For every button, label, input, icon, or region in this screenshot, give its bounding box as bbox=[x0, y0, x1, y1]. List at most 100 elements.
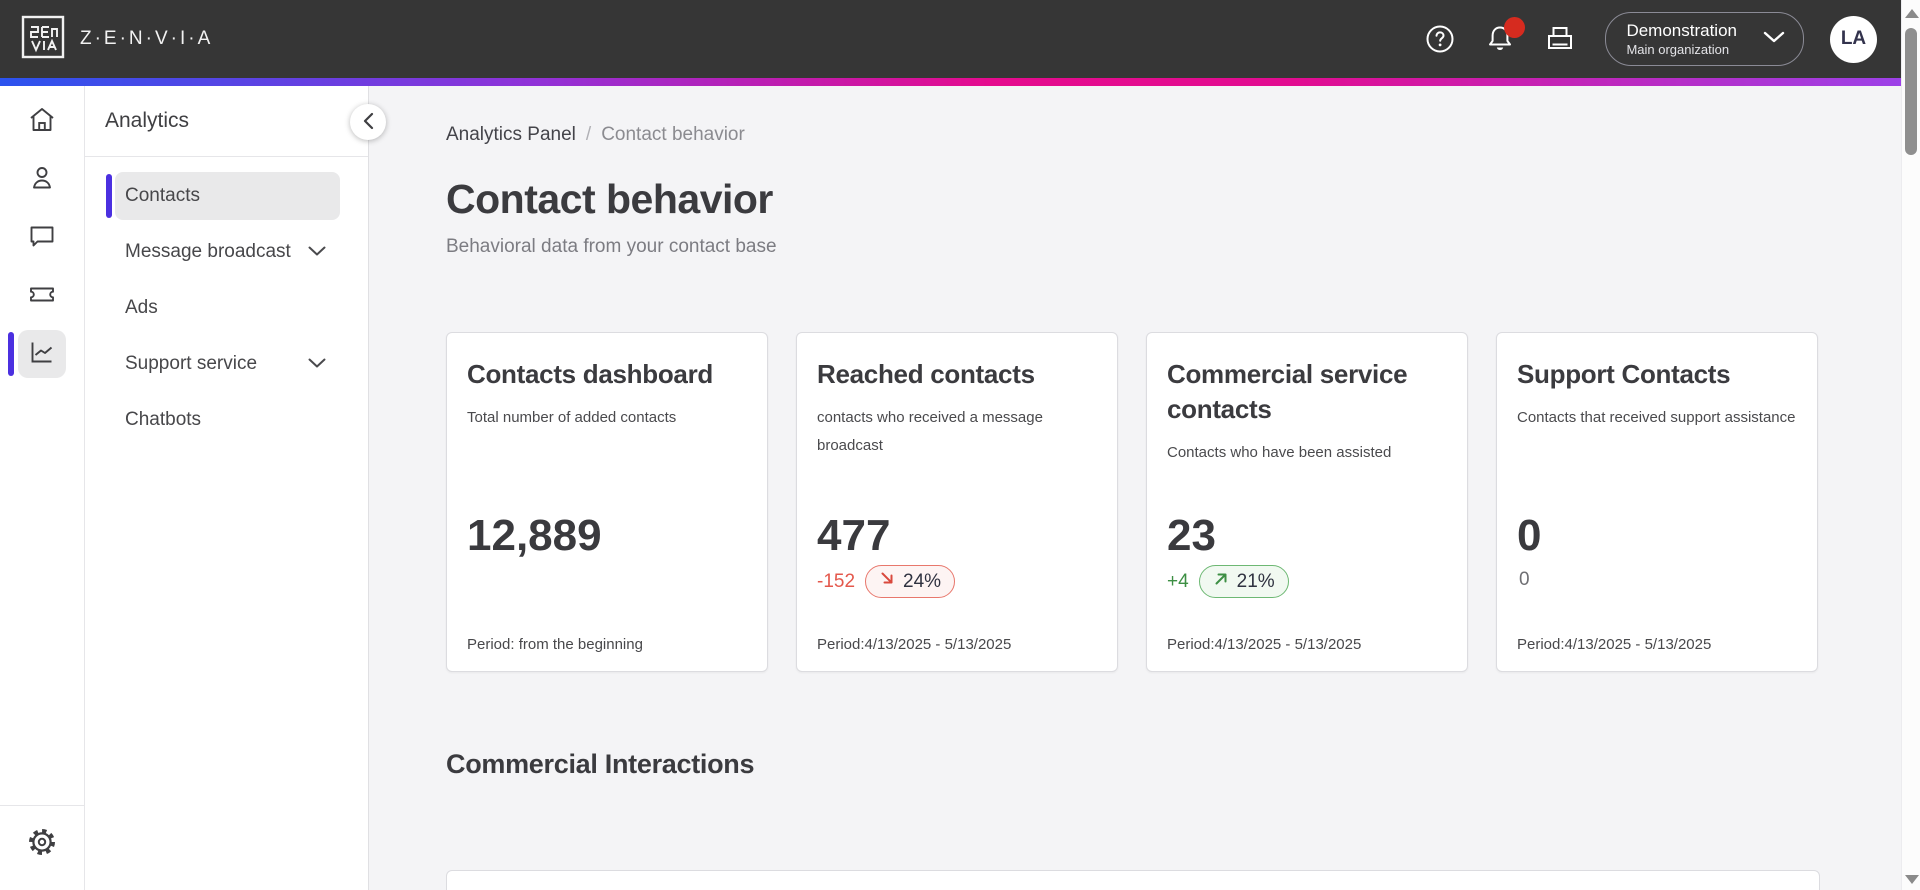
zenvia-maze-icon bbox=[20, 14, 66, 65]
trend-percent: 24% bbox=[903, 570, 942, 592]
trend-badge-down: 24% bbox=[865, 565, 956, 598]
sidebar-title: Analytics bbox=[105, 109, 190, 132]
card-value: 477 bbox=[817, 511, 891, 560]
topbar: Z·E·N·V·I·A bbox=[0, 0, 1901, 78]
card-title: Commercial service contacts bbox=[1167, 359, 1408, 425]
stat-cards-row: Contacts dashboard Total number of added… bbox=[446, 332, 1920, 672]
chat-bubble-icon bbox=[27, 221, 57, 256]
card-value: 12,889 bbox=[467, 511, 602, 560]
gear-icon bbox=[26, 826, 58, 863]
card-title: Contacts dashboard bbox=[467, 359, 713, 389]
chevron-down-icon bbox=[308, 243, 326, 261]
sidebar-collapse-button[interactable] bbox=[350, 104, 386, 140]
vertical-scrollbar[interactable] bbox=[1901, 0, 1920, 890]
rail-item-settings[interactable] bbox=[18, 820, 66, 868]
card-period: Period: from the beginning bbox=[467, 636, 643, 653]
main-content: Analytics Panel / Contact behavior Conta… bbox=[369, 86, 1920, 890]
sidebar-item-support-service[interactable]: Support service bbox=[106, 340, 340, 388]
printer-icon[interactable] bbox=[1543, 22, 1577, 56]
trend-badge-up: 21% bbox=[1198, 565, 1289, 598]
ticket-icon bbox=[27, 279, 57, 314]
active-indicator bbox=[106, 174, 112, 218]
card-delta-row: -152 24% bbox=[817, 565, 956, 598]
trend-up-arrow-icon bbox=[1213, 570, 1230, 593]
brand-gradient-bar bbox=[0, 78, 1901, 86]
help-icon[interactable] bbox=[1423, 22, 1457, 56]
rail-item-home[interactable] bbox=[18, 98, 66, 146]
organization-selector[interactable]: Demonstration Main organization bbox=[1605, 12, 1804, 66]
line-chart-icon bbox=[27, 337, 57, 372]
scroll-down-arrow[interactable] bbox=[1905, 875, 1919, 884]
sidebar-item-message-broadcast[interactable]: Message broadcast bbox=[106, 228, 340, 276]
icon-rail bbox=[0, 86, 85, 890]
card-delta-row: +4 21% bbox=[1167, 565, 1289, 598]
stat-card-support-contacts: Support Contacts Contacts that received … bbox=[1496, 332, 1818, 672]
avatar-initials: LA bbox=[1840, 28, 1867, 49]
chevron-left-icon bbox=[362, 112, 374, 133]
card-period: Period:4/13/2025 - 5/13/2025 bbox=[1167, 636, 1362, 653]
zenvia-logo: Z·E·N·V·I·A bbox=[20, 14, 213, 65]
scrollbar-thumb[interactable] bbox=[1905, 28, 1917, 155]
chevron-down-icon bbox=[308, 355, 326, 373]
page-subtitle: Behavioral data from your contact base bbox=[446, 236, 777, 257]
sidebar-item-label: Chatbots bbox=[125, 409, 202, 430]
notification-badge bbox=[1504, 17, 1526, 38]
sidebar-item-label: Message broadcast bbox=[125, 241, 291, 262]
breadcrumb-separator: / bbox=[585, 124, 592, 145]
stat-card-commercial-service-contacts: Commercial service contacts Contacts who… bbox=[1146, 332, 1468, 672]
sidebar-item-label: Support service bbox=[125, 353, 258, 374]
indicator-placeholder bbox=[106, 286, 112, 330]
card-period: Period:4/13/2025 - 5/13/2025 bbox=[817, 636, 1012, 653]
card-description: contacts who received a message broadcas… bbox=[817, 409, 1043, 454]
breadcrumb-analytics-panel[interactable]: Analytics Panel bbox=[446, 124, 576, 145]
card-period: Period:4/13/2025 - 5/13/2025 bbox=[1517, 636, 1712, 653]
card-value: 23 bbox=[1167, 511, 1216, 560]
page-title: Contact behavior bbox=[446, 176, 773, 222]
sidebar-item-label: Ads bbox=[125, 297, 158, 318]
chevron-down-icon bbox=[1763, 30, 1785, 48]
indicator-placeholder bbox=[106, 398, 112, 442]
section-title-commercial-interactions: Commercial Interactions bbox=[446, 749, 755, 779]
rail-item-conversations[interactable] bbox=[18, 214, 66, 262]
breadcrumb: Analytics Panel / Contact behavior bbox=[446, 124, 1920, 146]
organization-name: Demonstration bbox=[1626, 21, 1737, 41]
rail-item-analytics[interactable] bbox=[8, 330, 66, 378]
indicator-placeholder bbox=[106, 230, 112, 274]
commercial-interactions-card bbox=[446, 870, 1820, 890]
sidebar-menu: Contacts Message broadcast bbox=[85, 157, 368, 444]
breadcrumb-current: Contact behavior bbox=[601, 124, 745, 145]
sidebar-item-contacts[interactable]: Contacts bbox=[106, 172, 340, 220]
sidebar-item-ads[interactable]: Ads bbox=[106, 284, 340, 332]
brand-wordmark: Z·E·N·V·I·A bbox=[80, 28, 214, 49]
scroll-up-arrow[interactable] bbox=[1905, 9, 1919, 18]
app-body: Analytics Contacts bbox=[0, 86, 1920, 890]
notifications-icon[interactable] bbox=[1483, 17, 1526, 56]
card-description: Total number of added contacts bbox=[467, 409, 677, 427]
card-title: Support Contacts bbox=[1517, 359, 1731, 389]
delta-value: +4 bbox=[1167, 570, 1189, 592]
trend-percent: 21% bbox=[1236, 570, 1275, 592]
home-icon bbox=[27, 105, 57, 140]
delta-value: -152 bbox=[817, 570, 856, 592]
rail-item-tickets[interactable] bbox=[18, 272, 66, 320]
rail-item-contacts[interactable] bbox=[18, 156, 66, 204]
analytics-sidebar: Analytics Contacts bbox=[85, 86, 386, 890]
card-secondary-value: 0 bbox=[1519, 569, 1530, 590]
card-title: Reached contacts bbox=[817, 359, 1035, 389]
sidebar-item-chatbots[interactable]: Chatbots bbox=[106, 396, 340, 444]
organization-texts: Demonstration Main organization bbox=[1626, 20, 1737, 58]
active-indicator bbox=[8, 332, 14, 376]
sidebar-item-label: Contacts bbox=[125, 185, 200, 206]
indicator-placeholder bbox=[106, 342, 112, 386]
card-description: Contacts that received support assistanc… bbox=[1517, 409, 1796, 427]
avatar[interactable]: LA bbox=[1830, 15, 1877, 63]
trend-down-arrow-icon bbox=[879, 570, 896, 593]
organization-subtitle: Main organization bbox=[1626, 41, 1730, 57]
card-description: Contacts who have been assisted bbox=[1167, 444, 1392, 462]
topbar-actions: Demonstration Main organization LA bbox=[1397, 12, 1877, 66]
rail-bottom-section bbox=[0, 805, 84, 890]
stat-card-reached-contacts: Reached contacts contacts who received a… bbox=[796, 332, 1118, 672]
stat-card-contacts-dashboard: Contacts dashboard Total number of added… bbox=[446, 332, 768, 672]
card-value: 0 bbox=[1517, 511, 1542, 560]
